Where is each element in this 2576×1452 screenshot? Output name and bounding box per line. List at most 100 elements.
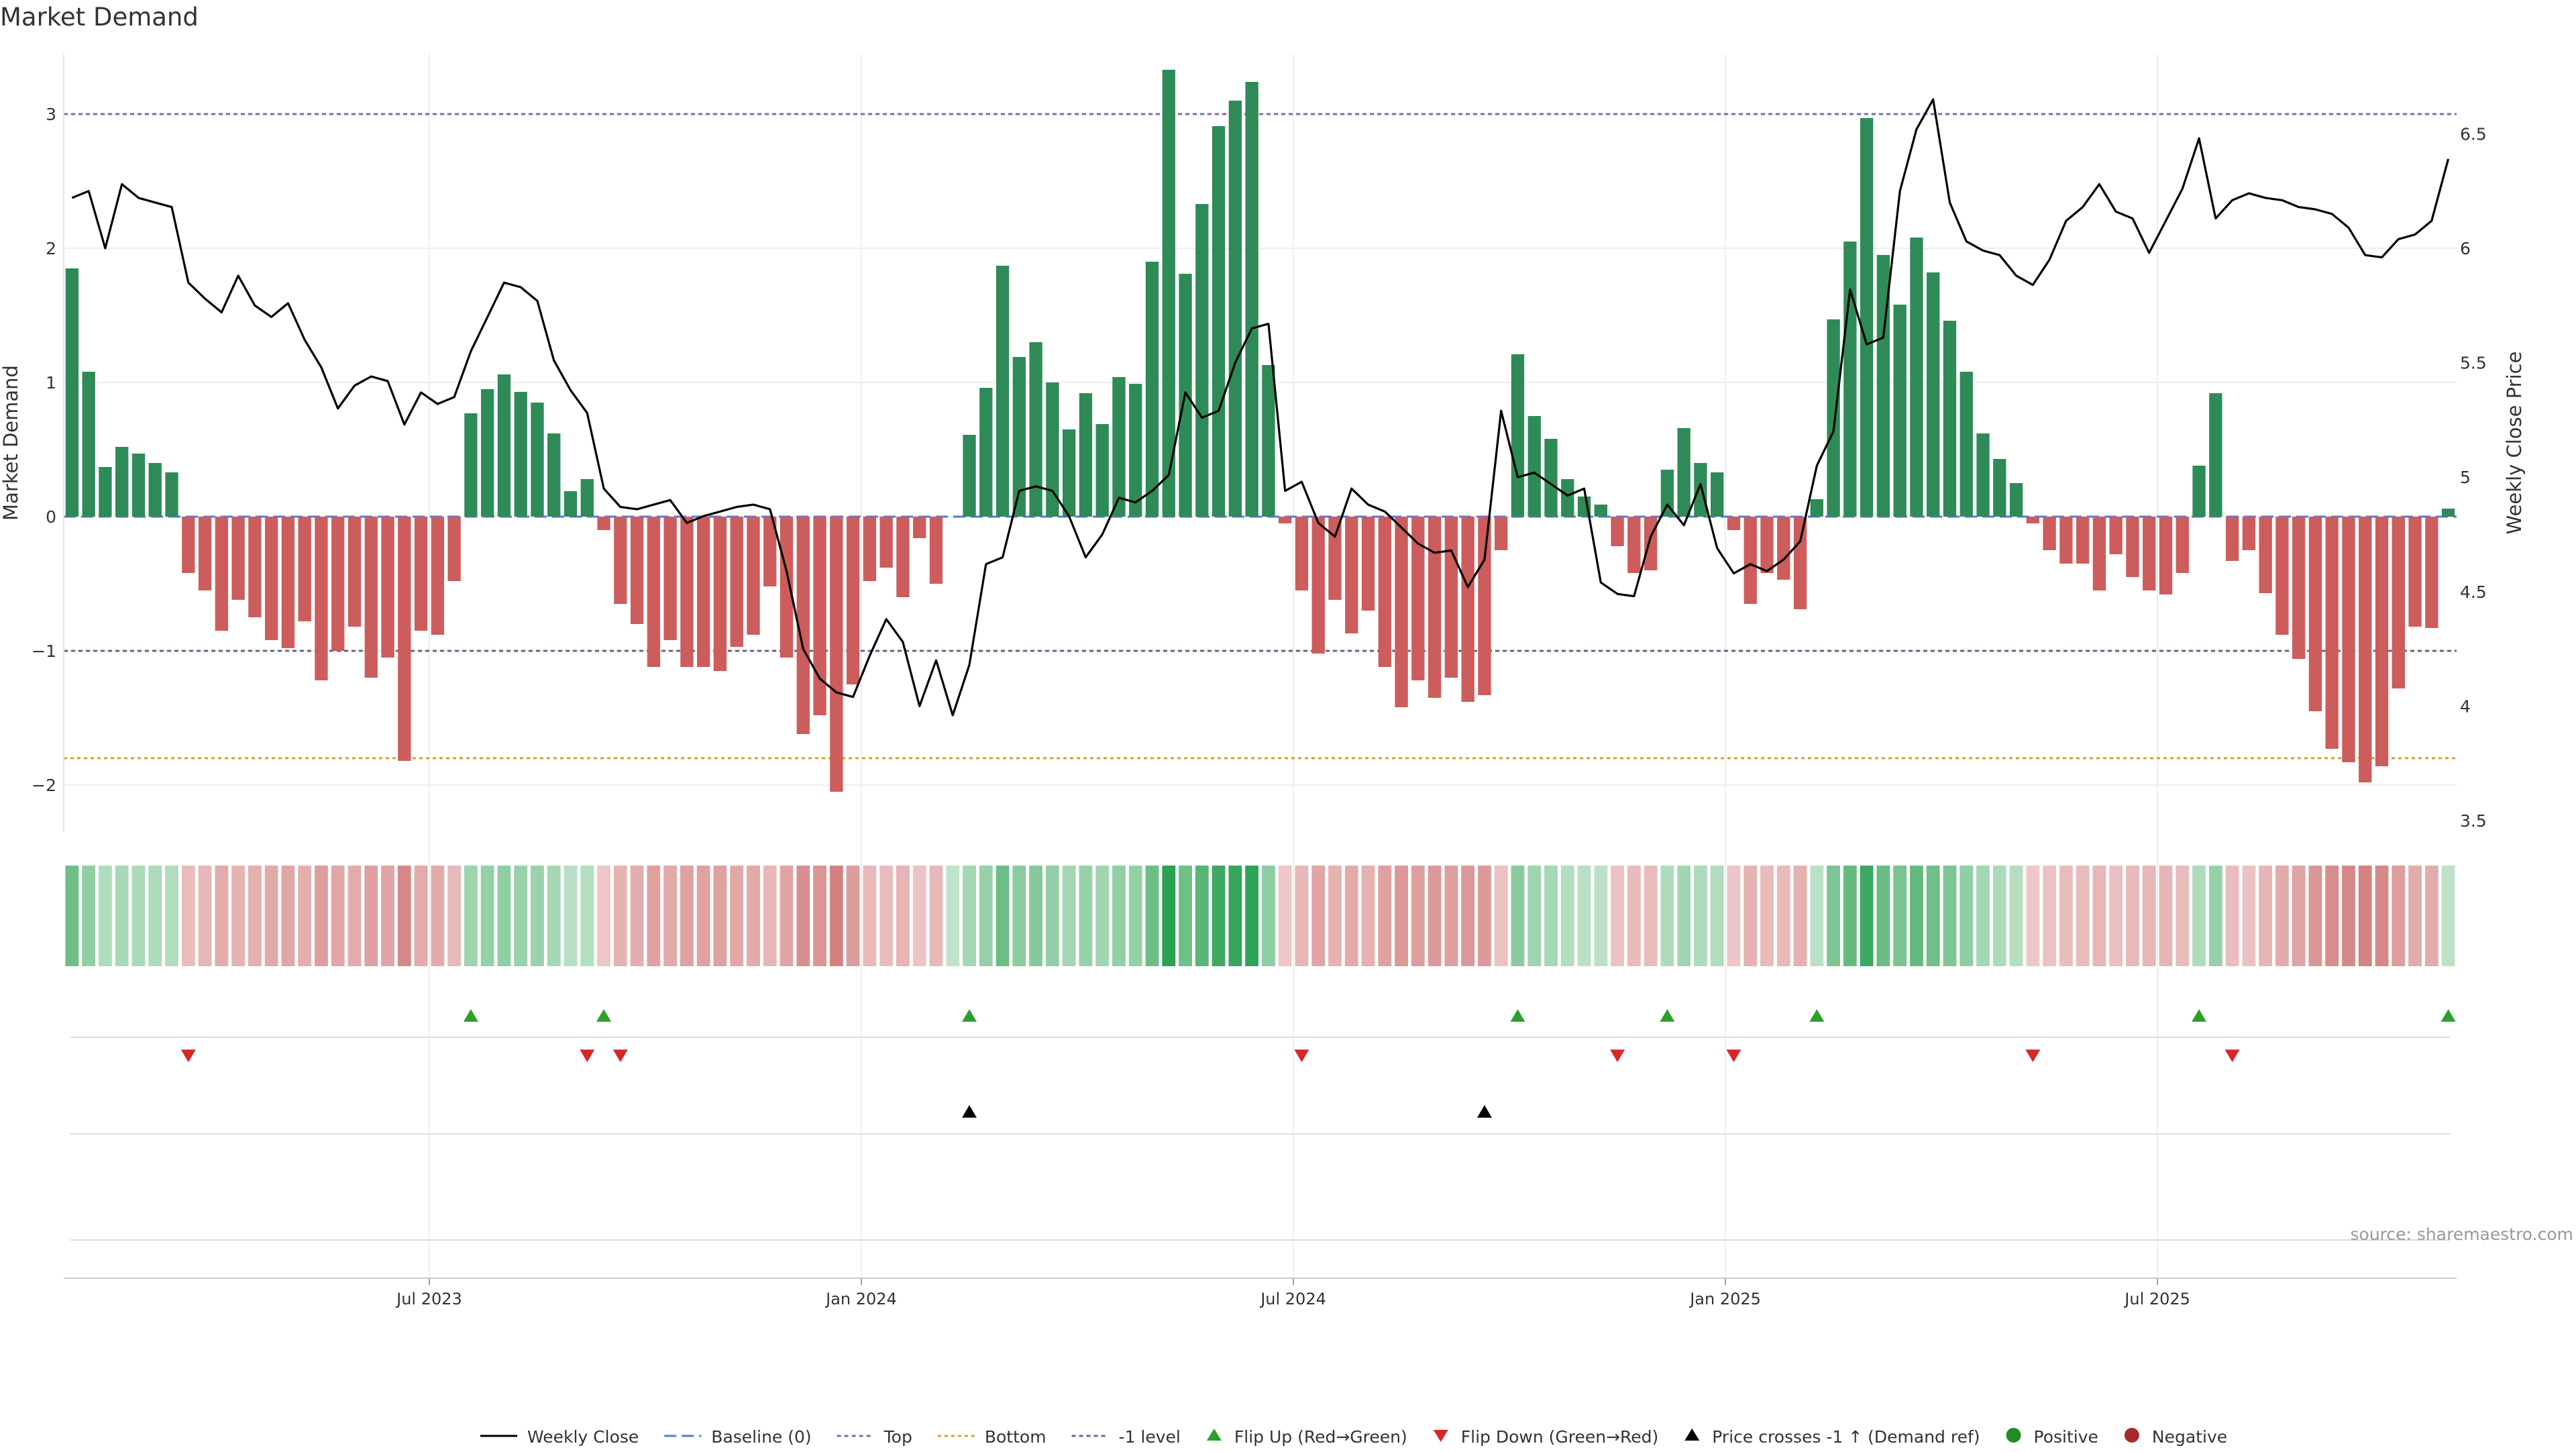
legend-label: Negative xyxy=(2152,1427,2227,1447)
flip-down-marker xyxy=(1294,1049,1309,1062)
heat-cell xyxy=(2275,866,2289,966)
heat-cell xyxy=(2192,866,2206,966)
heat-cell xyxy=(1428,866,1442,966)
flip-up-marker xyxy=(596,1009,612,1022)
heat-cell xyxy=(447,866,462,966)
heat-cell xyxy=(2242,866,2256,966)
legend-label: Top xyxy=(883,1427,912,1447)
heat-cell xyxy=(963,866,976,966)
demand-bar xyxy=(1395,517,1408,707)
heat-cell xyxy=(514,866,528,966)
legend-item-price-cross: Price crosses -1 ↑ (Demand ref) xyxy=(1684,1427,1980,1447)
demand-bar xyxy=(1860,118,1874,517)
heat-cell xyxy=(1179,866,1192,966)
heat-cell xyxy=(82,866,96,966)
flip-up-marker xyxy=(1510,1009,1525,1022)
heat-cell xyxy=(397,866,411,966)
demand-bar xyxy=(830,517,843,792)
heat-cell xyxy=(2308,866,2322,966)
heat-cell xyxy=(1727,866,1741,966)
legend-item-top: Top xyxy=(837,1427,912,1447)
heat-cell xyxy=(1361,866,1375,966)
heat-cell xyxy=(896,866,910,966)
demand-bar xyxy=(1511,354,1525,517)
demand-bar xyxy=(2109,517,2123,554)
heat-cell xyxy=(929,866,943,966)
heat-cell xyxy=(1145,866,1159,966)
demand-bar xyxy=(1361,517,1375,611)
heat-cell xyxy=(1095,866,1110,966)
heat-cell xyxy=(2259,866,2273,966)
demand-bar xyxy=(2359,517,2372,782)
heat-cell xyxy=(1560,866,1574,966)
heat-cell xyxy=(763,866,777,966)
demand-bar xyxy=(447,517,461,581)
heat-cell xyxy=(1810,866,1824,966)
x-tick-label: Jul 2024 xyxy=(1259,1290,1326,1308)
heat-cell xyxy=(131,866,146,966)
x-tick-label: Jul 2025 xyxy=(2123,1290,2190,1308)
heat-cell xyxy=(198,866,212,966)
heat-cell xyxy=(564,866,578,966)
heat-cell xyxy=(2292,866,2306,966)
demand-bar xyxy=(1278,517,1292,523)
demand-bar xyxy=(697,517,710,667)
price-cross-marker xyxy=(1477,1105,1492,1118)
heat-cell xyxy=(1278,866,1292,966)
flip-up-marker xyxy=(1809,1009,1825,1022)
heat-cell xyxy=(2142,866,2156,966)
heat-cell xyxy=(1411,866,1425,966)
heat-cell xyxy=(813,866,826,966)
demand-bar xyxy=(630,517,644,624)
demand-bar xyxy=(796,517,810,734)
flip-up-marker xyxy=(2440,1009,2456,1022)
flip-down-marker xyxy=(1726,1049,1741,1062)
legend-item-flip-down: Flip Down (Green→Red) xyxy=(1433,1427,1659,1447)
flip-up-marker xyxy=(2192,1009,2207,1022)
heat-cell xyxy=(1029,866,1043,966)
heat-cell xyxy=(1328,866,1342,966)
heat-cell xyxy=(1128,866,1142,966)
demand-bar xyxy=(1993,459,2006,517)
demand-bar xyxy=(497,374,511,517)
y-tick-label: 2 xyxy=(46,239,56,258)
y2-tick-label: 5.5 xyxy=(2460,354,2487,373)
demand-bar xyxy=(547,433,561,517)
demand-bar xyxy=(2159,517,2173,594)
demand-bar xyxy=(99,467,112,517)
demand-bar xyxy=(1095,424,1109,517)
legend-item-bottom: Bottom xyxy=(937,1427,1046,1447)
heat-cell xyxy=(298,866,312,966)
demand-bar xyxy=(1444,517,1458,678)
demand-bar xyxy=(2043,517,2056,550)
demand-bar xyxy=(414,517,428,631)
heat-cell xyxy=(1311,866,1326,966)
demand-bar xyxy=(1711,472,1724,517)
heat-cell xyxy=(1611,866,1624,966)
demand-bar xyxy=(979,388,993,517)
demand-bar xyxy=(1295,517,1309,590)
heat-cell xyxy=(2126,866,2139,966)
legend-swatch-flip-down xyxy=(1433,1430,1448,1442)
demand-bar xyxy=(2275,517,2289,635)
flip-down-marker xyxy=(1610,1049,1625,1062)
heat-cell xyxy=(1644,866,1658,966)
y-tick-label: 1 xyxy=(46,373,56,393)
demand-bar xyxy=(2092,517,2106,590)
demand-bar xyxy=(1112,377,1126,517)
heat-cell xyxy=(1893,866,1907,966)
legend-label: Flip Up (Red→Green) xyxy=(1234,1427,1407,1447)
demand-bar xyxy=(1827,319,1840,517)
heat-cell xyxy=(99,866,112,966)
demand-bar xyxy=(1328,517,1342,600)
heat-cell xyxy=(264,866,278,966)
demand-bar xyxy=(1793,517,1807,609)
demand-bar xyxy=(2143,517,2156,590)
heat-cell xyxy=(347,866,362,966)
legend-label: Flip Down (Green→Red) xyxy=(1461,1427,1659,1447)
heat-cell xyxy=(1444,866,1458,966)
heat-cell xyxy=(480,866,494,966)
heat-cell xyxy=(1793,866,1807,966)
flip-down-marker xyxy=(2224,1049,2240,1062)
demand-bar xyxy=(148,463,162,517)
